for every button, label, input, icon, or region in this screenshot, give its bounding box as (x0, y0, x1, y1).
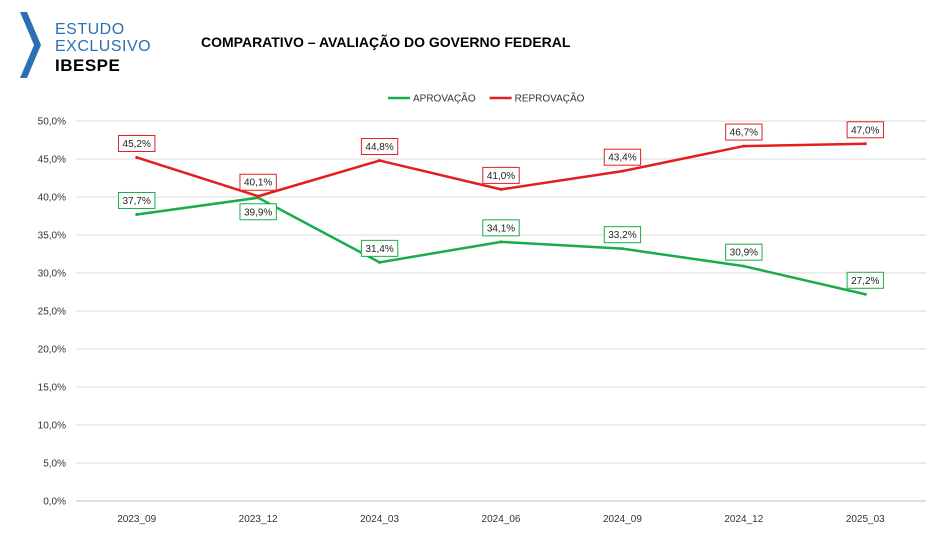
data-label-box (603, 148, 642, 166)
data-label-box (846, 271, 884, 289)
x-tick-label: 2024_03 (360, 514, 399, 525)
legend-label-0: APROVAÇÃO (413, 92, 476, 105)
x-tick-label: 2024_06 (482, 514, 521, 525)
data-label: 40,1% (244, 178, 272, 189)
data-point (378, 260, 382, 264)
data-point (863, 292, 867, 296)
data-label-box (239, 203, 277, 221)
chevron-logo-icon (20, 12, 41, 78)
data-point (620, 247, 624, 251)
data-point (742, 264, 746, 268)
logo-brand: IBESPE (55, 56, 121, 75)
logo-line-1: ESTUDO (55, 21, 125, 38)
data-label: 47,0% (851, 125, 879, 136)
data-label-box (482, 219, 520, 237)
page-title: COMPARATIVO – AVALIAÇÃO DO GOVERNO FEDER… (201, 34, 571, 50)
data-point (378, 159, 382, 163)
data-label-box (118, 134, 156, 152)
data-label: 37,7% (123, 196, 151, 207)
data-label: 31,4% (365, 244, 393, 255)
data-label-box (846, 121, 884, 139)
data-label: 39,9% (244, 207, 272, 218)
data-label-box (118, 191, 156, 209)
x-tick-label: 2023_09 (117, 514, 156, 525)
y-tick-label: 50,0% (38, 117, 66, 128)
y-tick-label: 45,0% (38, 155, 66, 166)
data-label: 27,2% (851, 276, 879, 287)
data-label-box (603, 226, 642, 244)
data-label-box (360, 138, 399, 156)
x-tick-label: 2023_12 (239, 514, 278, 525)
y-tick-label: 25,0% (38, 307, 66, 318)
data-label-box (725, 243, 763, 261)
data-label: 46,7% (730, 128, 758, 139)
data-label: 45,2% (123, 139, 151, 150)
data-label: 34,1% (487, 223, 515, 234)
y-tick-label: 0,0% (43, 497, 66, 508)
y-tick-label: 10,0% (38, 421, 66, 432)
data-label-box (725, 123, 763, 141)
data-point (499, 187, 503, 191)
x-tick-label: 2025_03 (846, 514, 885, 525)
data-point (620, 169, 624, 173)
y-tick-label: 35,0% (38, 231, 66, 242)
y-tick-label: 30,0% (38, 269, 66, 280)
x-tick-label: 2024_09 (603, 514, 642, 525)
data-label-box (239, 173, 277, 191)
ibespe-logo: ESTUDO EXCLUSIVO IBESPE (14, 10, 184, 80)
y-tick-label: 15,0% (38, 383, 66, 394)
data-point (256, 194, 260, 198)
y-tick-label: 20,0% (38, 345, 66, 356)
y-tick-label: 5,0% (43, 459, 66, 470)
x-tick-label: 2024_12 (724, 514, 763, 525)
data-label-box (482, 166, 520, 184)
data-point (863, 142, 867, 146)
data-point (499, 240, 503, 244)
logo-line-2: EXCLUSIVO (55, 38, 152, 55)
data-label-box (360, 239, 399, 257)
data-label: 41,0% (487, 171, 515, 182)
data-label: 44,8% (365, 142, 393, 153)
data-point (135, 212, 139, 216)
data-point (135, 155, 139, 159)
data-label: 30,9% (730, 248, 758, 259)
legend-label-1: REPROVAÇÃO (515, 92, 585, 105)
data-label: 33,2% (608, 230, 636, 241)
y-tick-label: 40,0% (38, 193, 66, 204)
data-point (742, 144, 746, 148)
data-label: 43,4% (608, 153, 636, 164)
